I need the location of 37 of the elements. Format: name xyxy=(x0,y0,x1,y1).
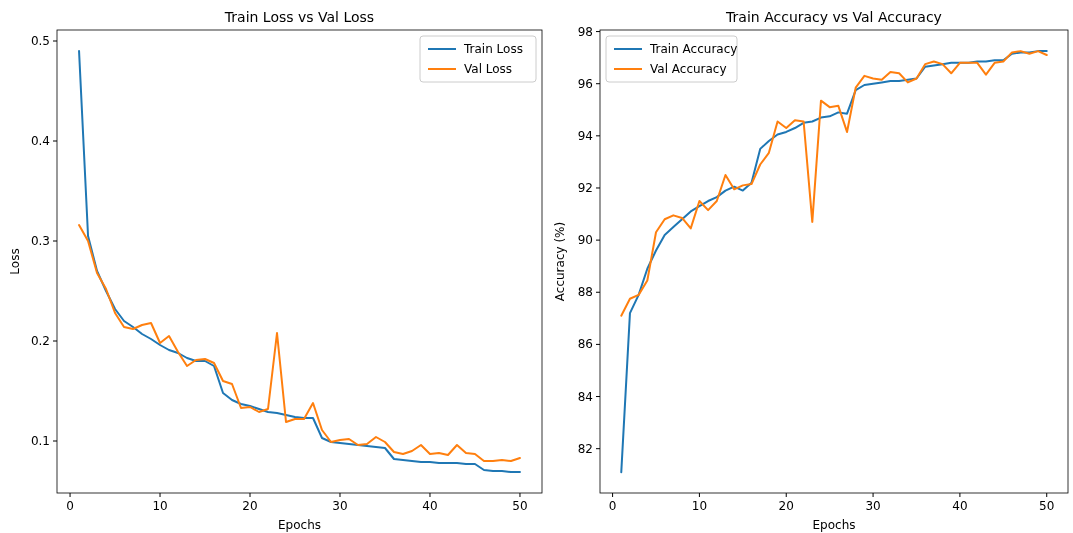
chart-title: Train Accuracy vs Val Accuracy xyxy=(725,9,942,25)
y-tick-label: 98 xyxy=(577,24,593,39)
x-tick-label: 30 xyxy=(332,499,348,513)
x-tick-label: 10 xyxy=(152,499,168,513)
x-tick-label: 20 xyxy=(242,499,258,513)
y-tick-label: 96 xyxy=(577,76,593,91)
y-axis-title: Loss xyxy=(8,248,22,275)
y-axis-title: Accuracy (%) xyxy=(553,221,567,302)
x-tick-label: 40 xyxy=(952,499,968,513)
y-tick-label: 86 xyxy=(577,337,593,352)
legend-label: Train Loss xyxy=(463,42,523,56)
y-tick-label: 0.1 xyxy=(30,434,50,448)
legend-label: Val Accuracy xyxy=(650,62,727,76)
y-tick-label: 84 xyxy=(577,389,593,404)
x-tick-label: 50 xyxy=(1039,499,1055,513)
x-axis-title: Epochs xyxy=(278,518,321,532)
x-tick-label: 40 xyxy=(422,499,438,513)
x-tick-label: 20 xyxy=(778,499,794,513)
y-tick-label: 82 xyxy=(577,441,593,456)
x-axis-title: Epochs xyxy=(812,518,856,532)
x-tick-label: 50 xyxy=(512,499,528,513)
x-tick-label: 30 xyxy=(865,499,881,513)
y-tick-label: 94 xyxy=(577,128,593,143)
y-tick-label: 0.5 xyxy=(30,34,50,48)
y-tick-label: 88 xyxy=(577,285,593,300)
x-tick-label: 10 xyxy=(691,499,708,513)
y-tick-label: 92 xyxy=(577,180,593,195)
chart-title: Train Loss vs Val Loss xyxy=(223,9,375,25)
y-tick-label: 0.4 xyxy=(30,134,50,148)
y-tick-label: 0.3 xyxy=(30,234,50,248)
x-tick-label: 0 xyxy=(66,499,74,513)
y-tick-label: 0.2 xyxy=(30,334,50,348)
x-tick-label: 0 xyxy=(608,499,617,513)
legend-label: Train Accuracy xyxy=(649,42,738,56)
line-series xyxy=(78,224,521,462)
y-tick-label: 90 xyxy=(577,233,593,248)
legend-label: Val Loss xyxy=(464,62,513,76)
